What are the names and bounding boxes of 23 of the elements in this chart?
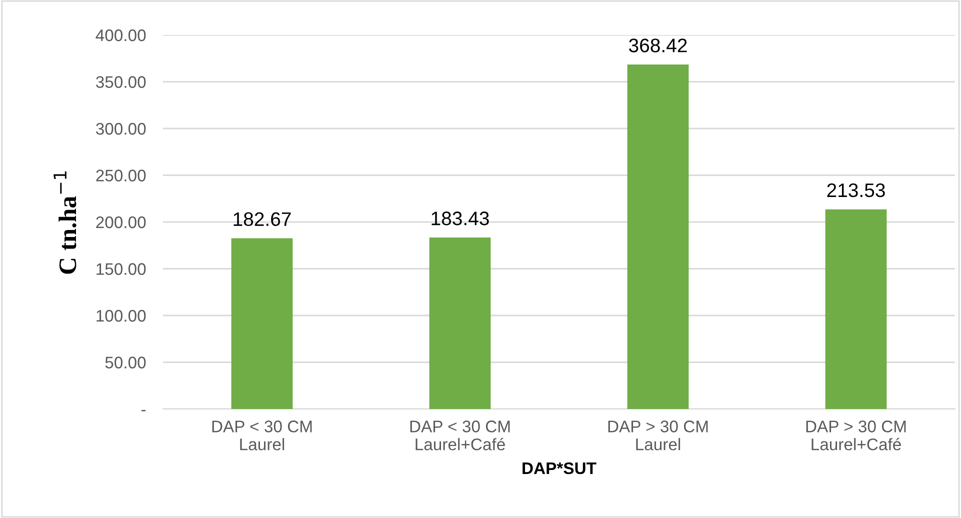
- x-tick-label: DAP < 30 CM Laurel: [212, 420, 312, 450]
- bar: [825, 209, 887, 409]
- y-tick-label: 250.00: [96, 170, 146, 182]
- data-label: 213.53: [827, 183, 885, 198]
- y-tick-label: 150.00: [96, 263, 146, 275]
- data-label: 183.43: [432, 212, 489, 226]
- data-label: 368.42: [629, 38, 687, 52]
- x-axis-title: DAP*SUT: [522, 462, 596, 474]
- y-axis-title: C tn.ha$^{−1}$: [54, 171, 76, 274]
- y-tick-label: 50.00: [105, 356, 146, 368]
- x-tick-label: DAP > 30 CM Laurel+Café: [806, 420, 906, 450]
- bar: [627, 64, 689, 409]
- y-tick-label: -: [142, 410, 146, 412]
- data-label: 182.67: [234, 212, 291, 226]
- y-tick-label: 350.00: [96, 76, 146, 88]
- x-tick-label: DAP > 30 CM Laurel: [608, 420, 708, 450]
- y-tick-label: 100.00: [96, 310, 146, 322]
- bar: [429, 237, 491, 409]
- x-tick-label: DAP < 30 CM Laurel+Café: [410, 420, 510, 450]
- bar: [231, 238, 293, 409]
- y-tick-label: 300.00: [96, 122, 146, 135]
- y-tick-label: 200.00: [96, 216, 146, 228]
- y-tick-label: 400.00: [96, 29, 146, 42]
